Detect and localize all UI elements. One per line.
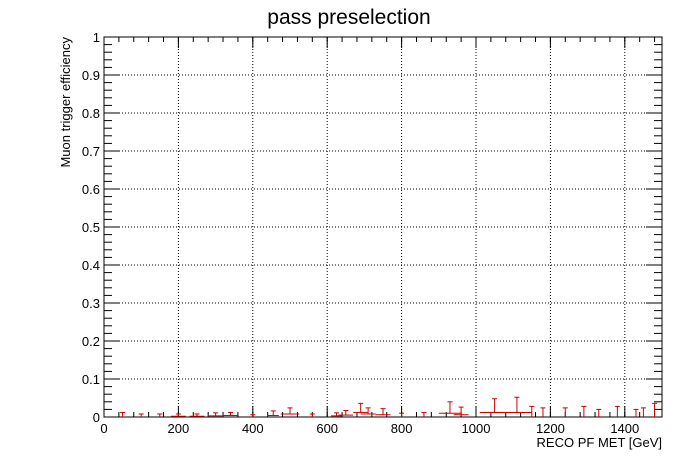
y-tick-label: 0.9	[82, 68, 100, 83]
efficiency-point	[596, 408, 602, 417]
efficiency-point	[540, 407, 546, 417]
y-tick-label: 0.2	[82, 334, 100, 349]
x-tick-label: 400	[242, 421, 264, 436]
y-tick-label: 0.8	[82, 106, 100, 121]
plot-frame	[103, 36, 663, 418]
efficiency-point	[399, 412, 405, 417]
y-tick-label: 0.1	[82, 372, 100, 387]
x-tick-label: 1000	[462, 421, 491, 436]
efficiency-point	[309, 413, 315, 417]
efficiency-point	[338, 410, 354, 416]
y-tick-label: 0	[93, 410, 100, 425]
efficiency-point	[375, 408, 391, 416]
chart-title: pass preselection	[267, 6, 430, 29]
efficiency-point	[529, 405, 535, 417]
efficiency-point	[223, 411, 238, 416]
efficiency-point	[353, 402, 369, 413]
efficiency-point	[453, 406, 469, 416]
x-tick-label: 200	[168, 421, 190, 436]
x-tick-labels: 0 200 400 600 800 1000 1200 1400	[100, 421, 639, 436]
y-tick-labels: 0 0.1 0.2 0.3 0.4 0.5 0.6 0.7 0.8 0.9 1	[82, 30, 100, 425]
efficiency-point	[170, 413, 186, 417]
efficiency-point	[280, 407, 300, 415]
y-tick-label: 0.7	[82, 144, 100, 159]
efficiency-point	[652, 402, 658, 417]
x-tick-label: 800	[391, 421, 413, 436]
efficiency-point	[502, 396, 532, 413]
y-tick-label: 0.3	[82, 296, 100, 311]
efficiency-point	[208, 412, 224, 417]
efficiency-point	[330, 412, 343, 417]
grid-lines	[104, 37, 662, 417]
efficiency-point	[633, 408, 639, 417]
y-tick-label: 1	[93, 30, 100, 45]
efficiency-point	[581, 405, 587, 417]
x-tick-label: 1200	[536, 421, 565, 436]
efficiency-point	[267, 410, 279, 416]
efficiency-point	[120, 411, 126, 417]
efficiency-point	[640, 407, 646, 417]
y-tick-label: 0.5	[82, 220, 100, 235]
efficiency-point	[438, 401, 462, 414]
efficiency-point	[250, 414, 256, 417]
y-tick-label: 0.6	[82, 182, 100, 197]
y-tick-label: 0.4	[82, 258, 100, 273]
x-axis-label: RECO PF MET [GeV]	[537, 435, 662, 450]
axis-ticks	[103, 36, 662, 418]
x-tick-label: 600	[316, 421, 338, 436]
efficiency-point	[614, 405, 620, 417]
efficiency-point	[421, 411, 427, 417]
efficiency-point	[157, 413, 163, 417]
x-tick-label: 0	[100, 421, 107, 436]
efficiency-point	[138, 413, 144, 417]
efficiency-point	[562, 407, 568, 417]
x-tick-label: 1400	[610, 421, 639, 436]
efficiency-point	[360, 407, 376, 415]
efficiency-point	[189, 413, 205, 417]
y-axis-label: Muon trigger efficiency	[58, 37, 73, 168]
data-points	[120, 396, 658, 417]
